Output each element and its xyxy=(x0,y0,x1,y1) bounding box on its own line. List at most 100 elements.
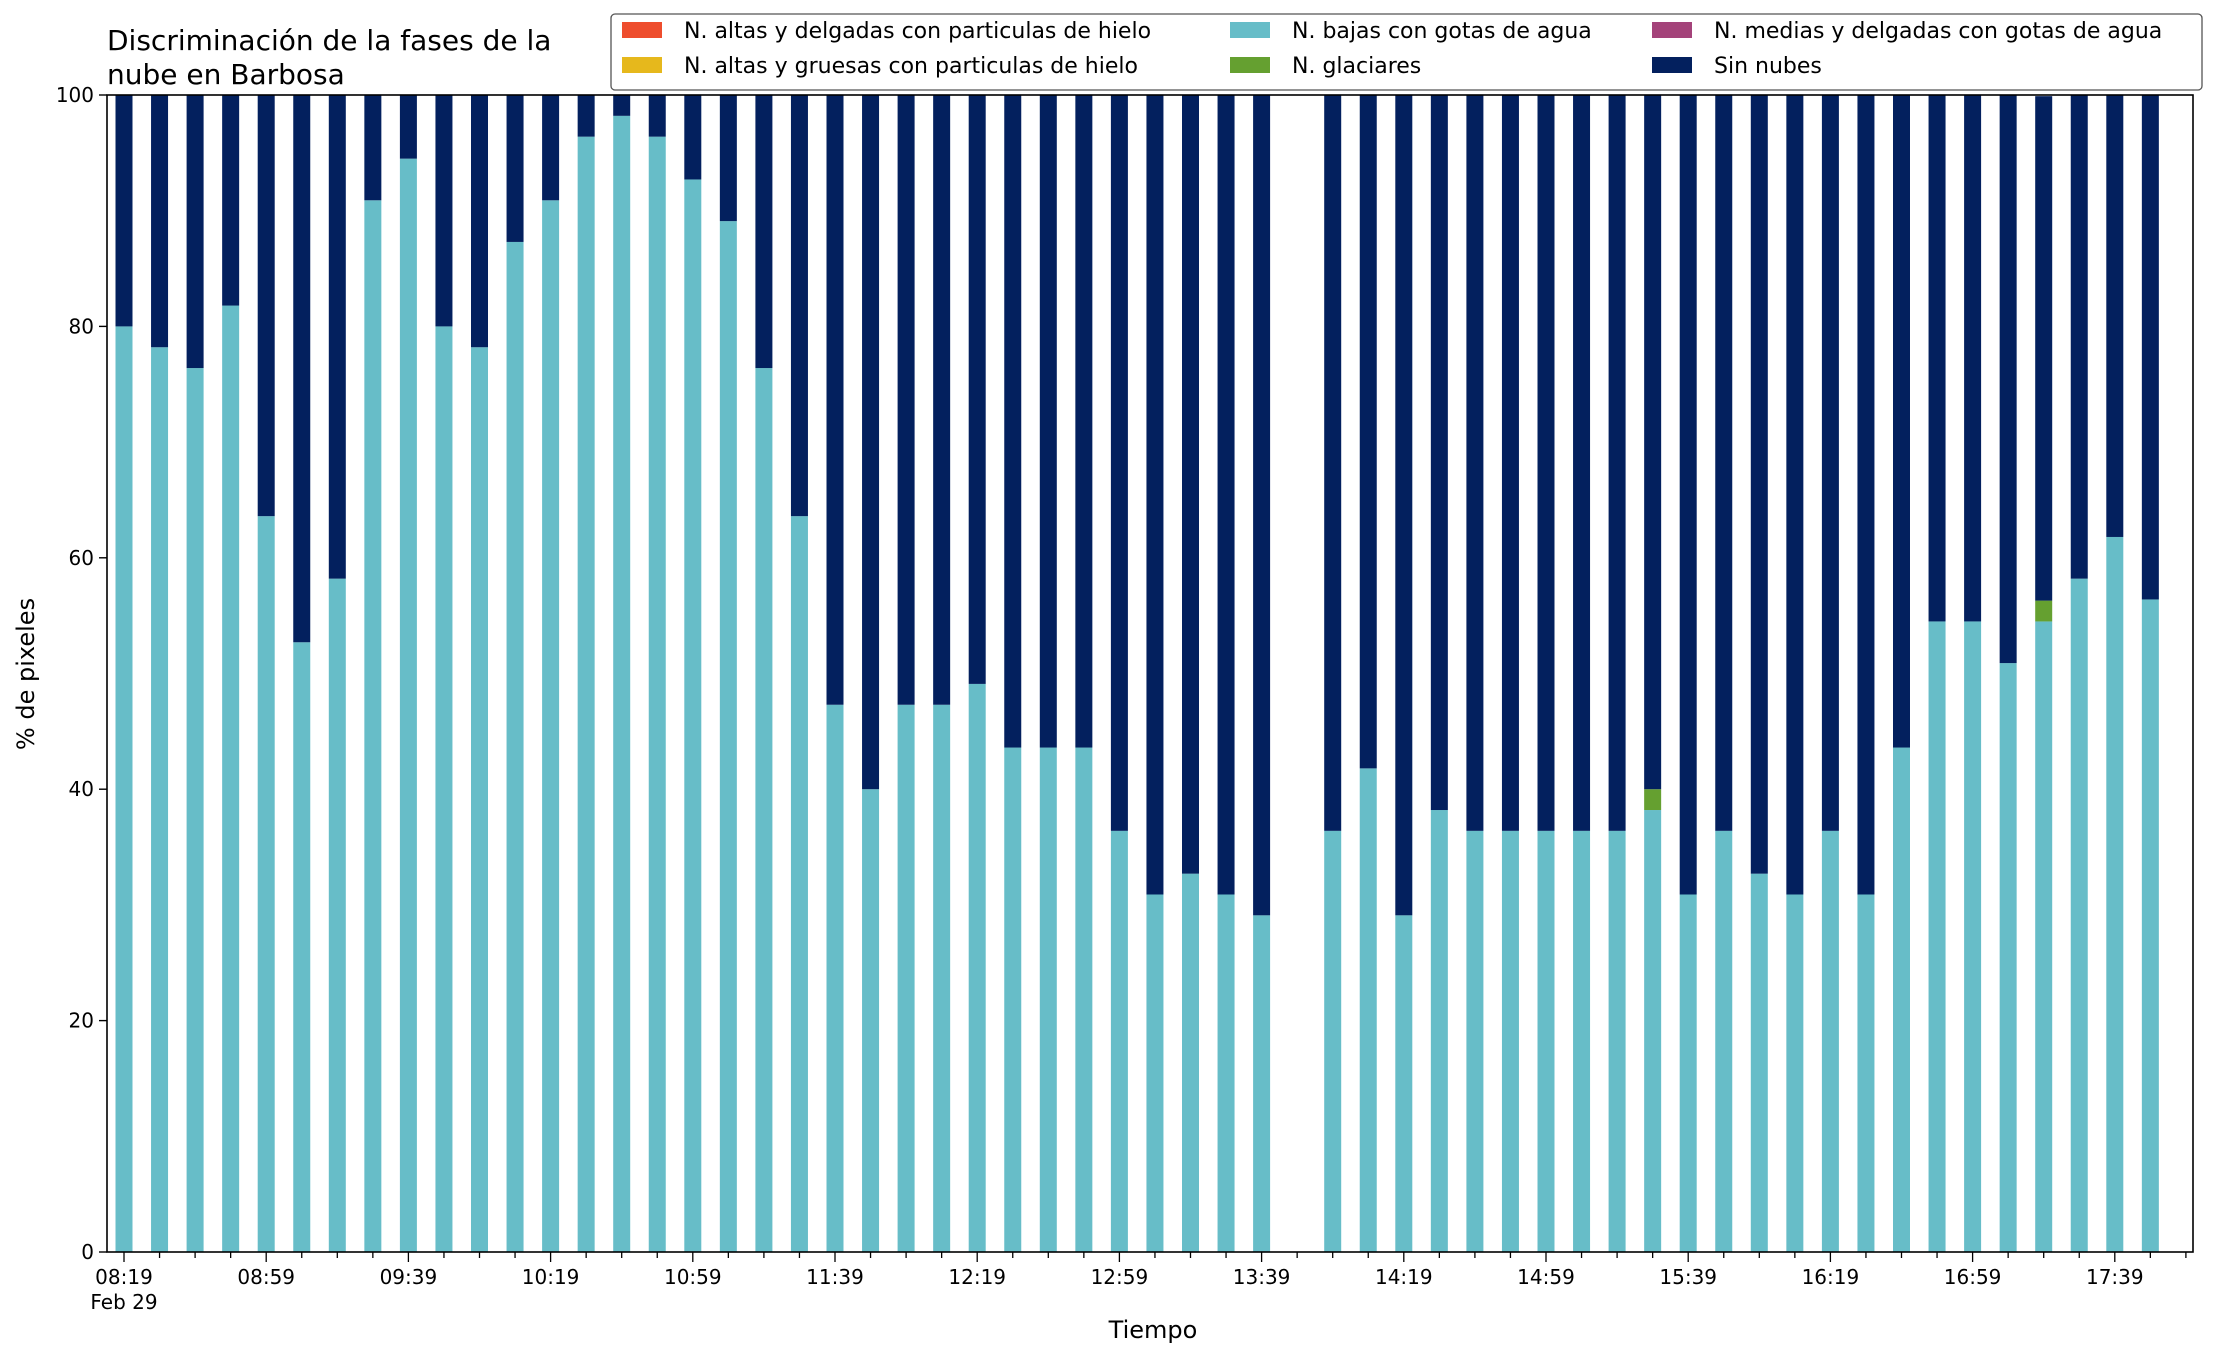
bar-segment-s2-44 xyxy=(1679,894,1697,1252)
bar-segment-s5-6 xyxy=(328,95,346,579)
bar-segment-s2-40 xyxy=(1537,830,1555,1252)
bar-segment-s2-4 xyxy=(257,516,275,1252)
bar-segment-s5-2 xyxy=(186,95,204,369)
bar-segment-s3-43 xyxy=(1644,789,1662,811)
bar-segment-s5-30 xyxy=(1182,95,1199,874)
bar-segment-s5-21 xyxy=(862,95,880,790)
legend-box xyxy=(610,13,2203,91)
bar-segment-s2-18 xyxy=(755,368,773,1252)
bar-segment-s2-22 xyxy=(897,704,915,1252)
bar-segment-s2-19 xyxy=(790,516,808,1252)
bar-segment-s2-17 xyxy=(719,221,737,1253)
bar-segment-s2-30 xyxy=(1182,873,1199,1252)
x-tick-label-2: 09:39 xyxy=(380,1265,438,1289)
bar-segment-s5-28 xyxy=(1110,95,1128,831)
legend-swatch-5 xyxy=(1652,57,1692,73)
bar-segment-s2-47 xyxy=(1786,894,1804,1252)
legend-swatch-2 xyxy=(1230,22,1270,38)
bar-segment-s2-3 xyxy=(222,305,240,1252)
bar-segment-s2-1 xyxy=(151,347,169,1253)
bar-segment-s5-27 xyxy=(1075,95,1093,748)
y-axis-label: % de pixeles xyxy=(12,598,40,750)
bar-segment-s2-57 xyxy=(2141,599,2159,1252)
bar-segment-s2-54 xyxy=(2035,621,2053,1252)
bar-segment-s5-22 xyxy=(897,95,915,705)
bar-segment-s2-37 xyxy=(1430,810,1448,1252)
bar-segment-s5-14 xyxy=(613,95,631,116)
x-tick-label-11: 15:39 xyxy=(1659,1265,1717,1289)
y-tick-label-1: 20 xyxy=(69,1009,94,1033)
bar-segment-s5-52 xyxy=(1964,95,1982,622)
bar-segment-s2-35 xyxy=(1359,768,1377,1252)
x-tick-label-0: 08:19 xyxy=(95,1265,153,1289)
bar-segment-s5-41 xyxy=(1573,95,1591,831)
x-tick-label-8: 13:39 xyxy=(1233,1265,1291,1289)
bar-segment-s5-15 xyxy=(648,95,666,137)
bar-segment-s5-44 xyxy=(1679,95,1697,895)
bar-segment-s2-41 xyxy=(1573,830,1591,1252)
bar-segment-s5-5 xyxy=(293,95,311,643)
chart-title-line-2: nube en Barbosa xyxy=(107,58,345,91)
y-tick-label-5: 100 xyxy=(56,83,94,107)
legend-label-0: N. altas y delgadas con particulas de hi… xyxy=(684,19,1151,44)
bar-segment-s2-2 xyxy=(186,368,204,1252)
x-tick-label-6: 12:19 xyxy=(948,1265,1006,1289)
bar-segment-s5-7 xyxy=(364,95,382,201)
bar-segment-s2-38 xyxy=(1466,830,1484,1252)
bar-segment-s2-52 xyxy=(1964,621,1982,1252)
bar-segment-s2-48 xyxy=(1821,830,1839,1252)
bar-segment-s5-49 xyxy=(1857,95,1875,895)
bar-segment-s5-12 xyxy=(542,95,560,201)
bar-segment-s2-12 xyxy=(542,200,560,1252)
bar-segment-s2-46 xyxy=(1750,873,1768,1252)
bar-segment-s5-55 xyxy=(2070,95,2088,579)
bar-segment-s5-29 xyxy=(1146,95,1164,895)
legend-swatch-0 xyxy=(622,22,662,38)
bar-segment-s2-0 xyxy=(115,326,133,1252)
bar-segment-s5-38 xyxy=(1466,95,1484,831)
bar-segment-s5-54 xyxy=(2035,96,2053,601)
bar-segment-s5-39 xyxy=(1501,95,1519,831)
bar-segment-s5-13 xyxy=(577,95,595,137)
bars-layer xyxy=(115,95,2159,1253)
chart-title-line-1: Discriminación de la fases de la xyxy=(107,24,551,57)
bar-segment-s2-9 xyxy=(435,326,453,1252)
bar-segment-s5-20 xyxy=(826,95,844,705)
bar-segment-s2-6 xyxy=(328,578,346,1252)
bar-segment-s5-17 xyxy=(719,95,737,222)
bar-segment-s5-46 xyxy=(1750,95,1768,874)
bar-segment-s5-47 xyxy=(1786,95,1804,895)
bar-segment-s2-56 xyxy=(2106,536,2124,1252)
axes-layer: 0 20 40 60 80 100 08:19 08:59 09:39 10:19 10:59 11:… xyxy=(56,83,2194,1314)
legend-swatch-3 xyxy=(1230,57,1270,73)
bar-segment-s2-14 xyxy=(613,115,631,1253)
x-tick-label-10: 14:59 xyxy=(1517,1265,1575,1289)
bar-segment-s2-24 xyxy=(968,683,986,1252)
bar-segment-s5-4 xyxy=(257,95,275,517)
bar-segment-s5-34 xyxy=(1324,95,1342,831)
x-tick-label-3: 10:19 xyxy=(522,1265,580,1289)
bar-segment-s5-37 xyxy=(1430,95,1448,811)
bar-segment-s2-10 xyxy=(471,347,488,1253)
bar-segment-s5-45 xyxy=(1715,95,1733,831)
bar-segment-s5-57 xyxy=(2141,95,2159,600)
bar-segment-s2-20 xyxy=(826,704,844,1252)
x-tick-label-9: 14:19 xyxy=(1375,1265,1433,1289)
bar-segment-s2-15 xyxy=(648,136,666,1252)
x-tick-label-12: 16:19 xyxy=(1802,1265,1860,1289)
y-tick-label-3: 60 xyxy=(69,546,94,570)
bar-segment-s2-29 xyxy=(1146,894,1164,1252)
bar-segment-s2-55 xyxy=(2070,578,2088,1252)
bar-segment-s2-8 xyxy=(399,158,417,1252)
bar-segment-s5-50 xyxy=(1893,95,1910,748)
legend-swatch-1 xyxy=(622,57,662,73)
bar-segment-s5-31 xyxy=(1217,95,1235,895)
bar-segment-s2-23 xyxy=(933,704,951,1252)
bar-segment-s2-36 xyxy=(1395,915,1413,1252)
bar-segment-s5-32 xyxy=(1253,95,1271,916)
bar-segment-s5-16 xyxy=(684,95,702,180)
bar-segment-s5-43 xyxy=(1644,95,1662,790)
bar-segment-s2-25 xyxy=(1004,747,1022,1252)
